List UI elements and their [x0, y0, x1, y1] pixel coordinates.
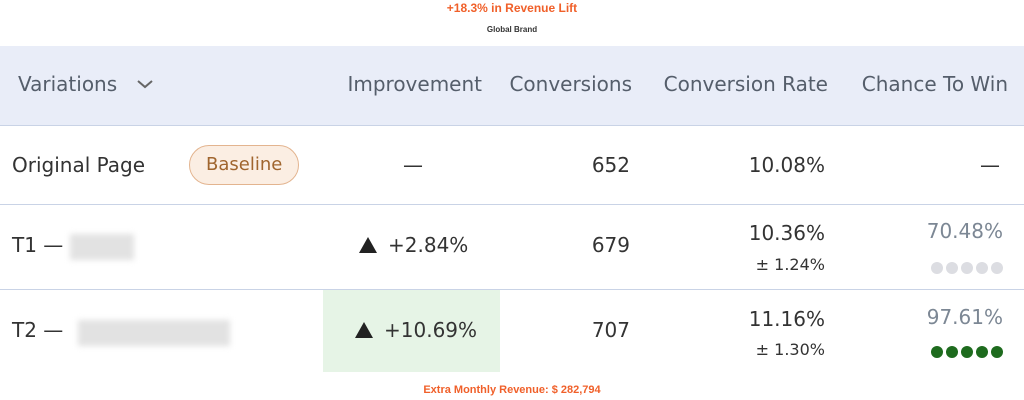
conversions: 652	[591, 153, 630, 177]
chance-to-win: 70.48%	[926, 219, 1003, 243]
badge: Baseline	[189, 145, 300, 185]
conversion-rate: 10.08%	[748, 153, 825, 177]
column-header[interactable]: Variations	[18, 72, 118, 96]
row-divider	[0, 289, 1024, 290]
improvement: +2.84%	[388, 233, 469, 257]
table-header	[0, 46, 1024, 126]
chance-to-win: —	[980, 153, 1000, 177]
redacted-name	[70, 234, 134, 260]
column-header: Chance To Win	[861, 72, 1008, 96]
margin: ± 1.30%	[755, 340, 825, 359]
probability-dots	[928, 343, 1003, 362]
conversions: 679	[591, 233, 630, 257]
conversion-rate: 10.36%	[748, 221, 825, 245]
row-name: Original Page	[12, 153, 146, 177]
title: +18.3% in Revenue Lift	[446, 1, 578, 15]
improvement: +10.69%	[384, 318, 478, 342]
chance-to-win: 97.61%	[926, 305, 1003, 329]
highlight-cell	[323, 290, 500, 372]
probability-dots	[928, 259, 1003, 278]
up-arrow-icon	[355, 322, 373, 338]
chevron-icon[interactable]	[136, 78, 154, 90]
footer: Extra Monthly Revenue: $ 282,794	[423, 384, 601, 396]
column-header: Conversion Rate	[663, 72, 828, 96]
subtitle: Global Brand	[486, 25, 538, 34]
row-divider	[0, 204, 1024, 205]
column-header: Conversions	[509, 72, 632, 96]
redacted-name	[78, 320, 230, 346]
up-arrow-icon	[359, 237, 377, 253]
column-header: Improvement	[347, 72, 482, 96]
margin: ± 1.24%	[755, 255, 825, 274]
conversions: 707	[591, 318, 630, 342]
row-name: T2 —	[12, 318, 64, 342]
conversion-rate: 11.16%	[748, 307, 825, 331]
improvement: —	[403, 153, 423, 177]
row-name: T1 —	[12, 233, 64, 257]
